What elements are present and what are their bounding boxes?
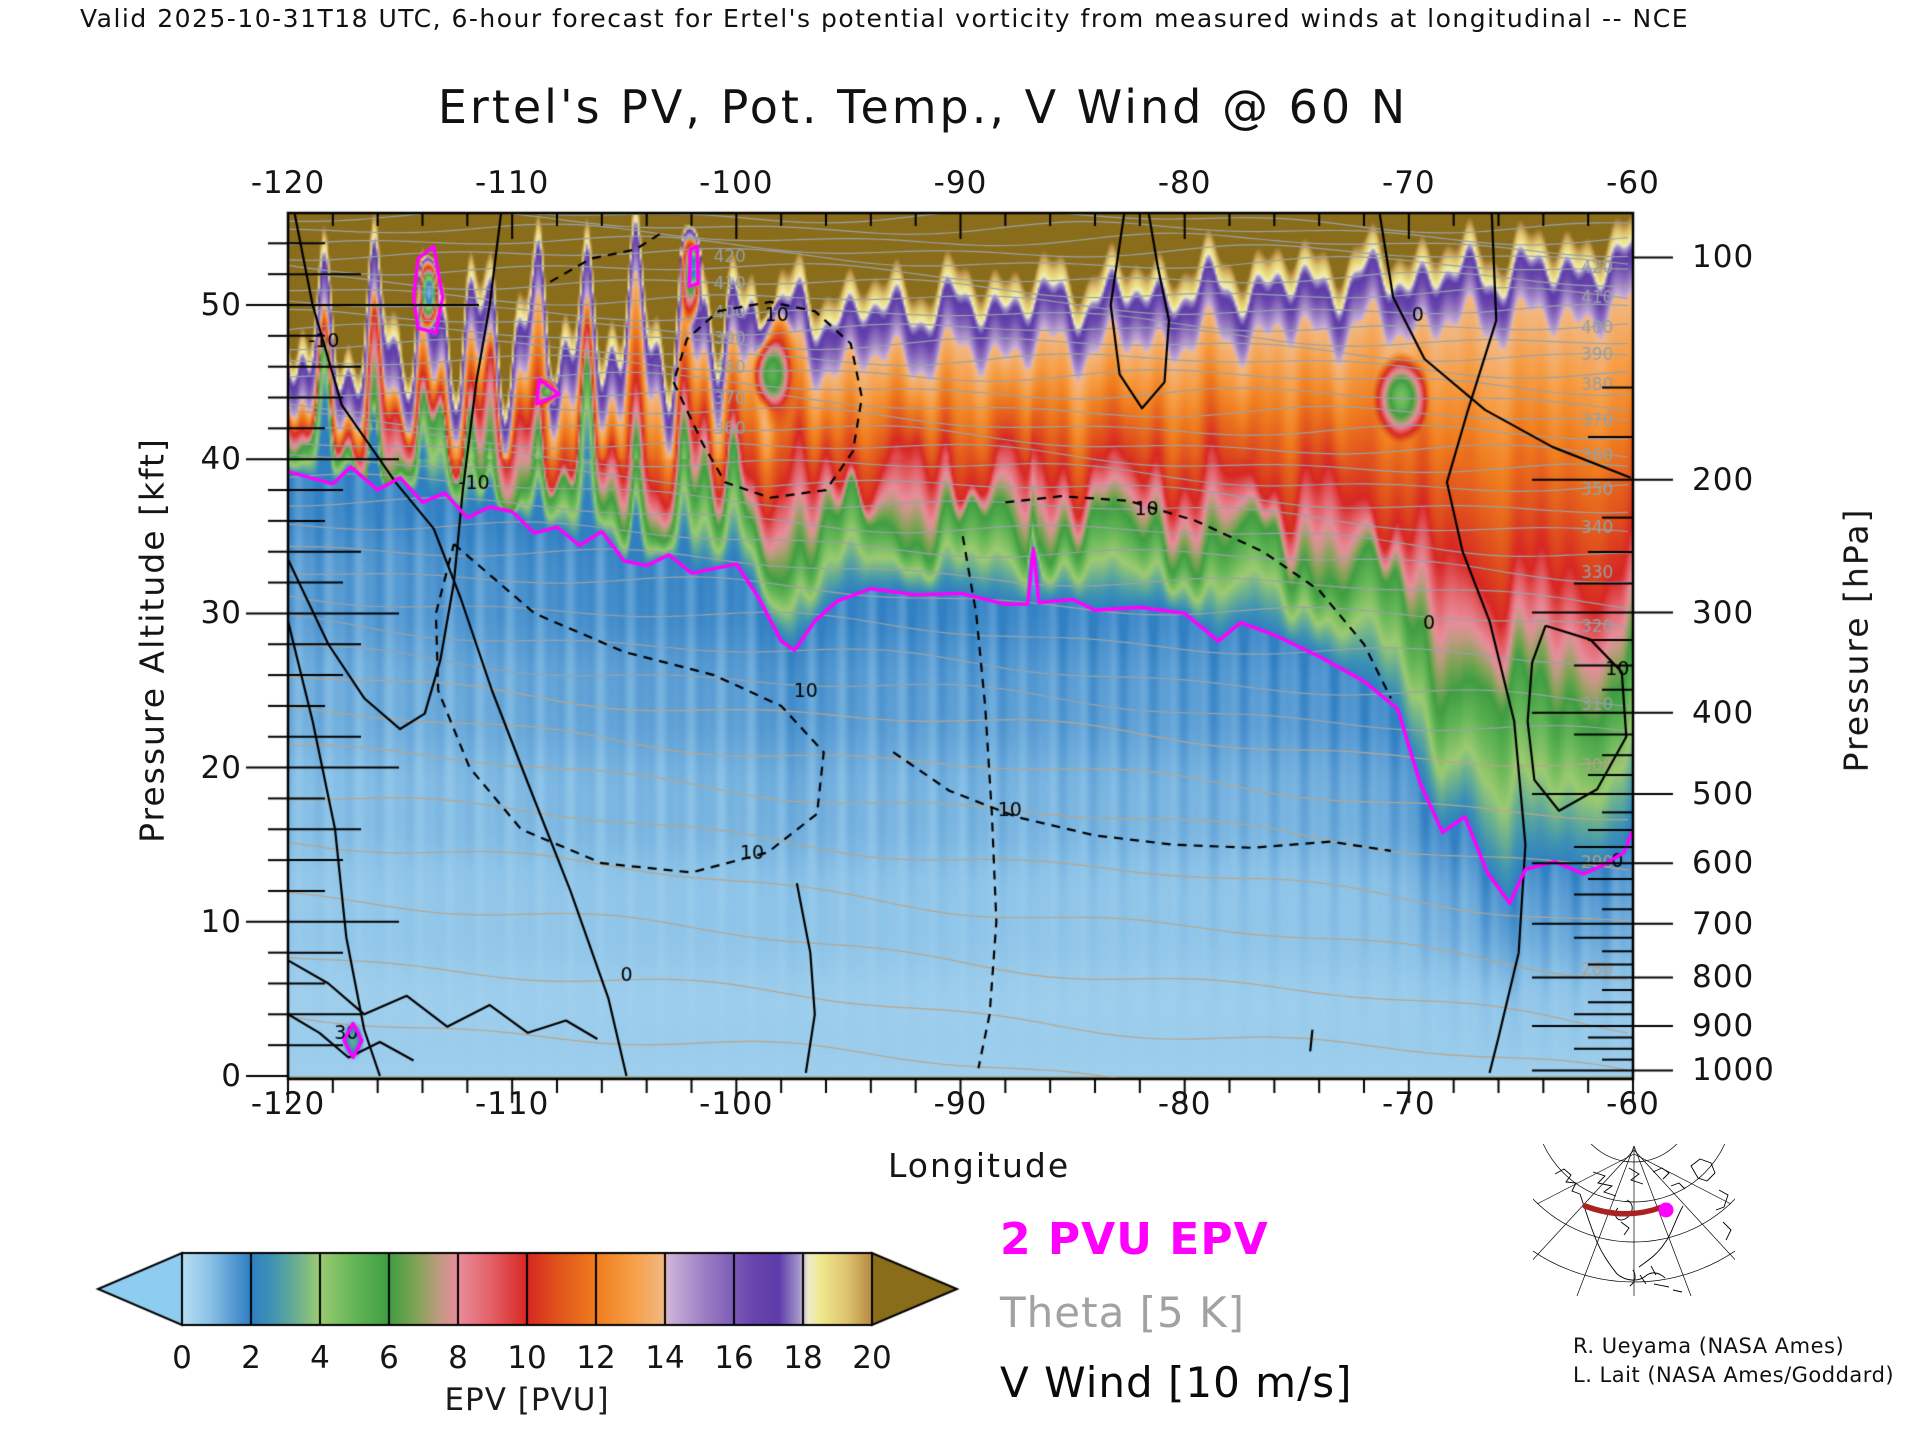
cbar-tick-0: 0 — [172, 1340, 192, 1376]
cbar-tick-2: 2 — [241, 1340, 261, 1376]
x-tick-bottom--80: -80 — [1157, 1086, 1212, 1122]
map-graticule — [1533, 1144, 1735, 1297]
legend-v-wind: V Wind [10 m/s] — [1000, 1358, 1353, 1407]
y-right-axis-title: Pressure [hPa] — [1836, 507, 1876, 773]
hpa-tick-800: 800 — [1692, 959, 1755, 996]
cbar-tick-18: 18 — [783, 1340, 823, 1376]
x-axis-title: Longitude — [888, 1146, 1071, 1185]
cbar-tick-6: 6 — [379, 1340, 399, 1376]
kft-tick-30: 30 — [200, 595, 242, 632]
x-tick-bottom--90: -90 — [933, 1086, 988, 1122]
x-tick-top--80: -80 — [1157, 165, 1212, 201]
hpa-tick-600: 600 — [1692, 845, 1755, 882]
cbar-tick-4: 4 — [310, 1340, 330, 1376]
hpa-tick-400: 400 — [1692, 694, 1755, 731]
valid-time-header: Valid 2025-10-31T18 UTC, 6-hour forecast… — [80, 4, 1689, 33]
x-tick-top--100: -100 — [699, 165, 774, 201]
y-left-axis-title: Pressure Altitude [kft] — [132, 437, 172, 843]
cbar-tick-14: 14 — [645, 1340, 685, 1376]
x-tick-top--120: -120 — [250, 165, 326, 201]
hpa-tick-900: 900 — [1692, 1008, 1755, 1044]
hpa-tick-1000: 1000 — [1692, 1052, 1775, 1089]
x-tick-top--70: -70 — [1382, 165, 1436, 201]
page-title: Ertel's PV, Pot. Temp., V Wind @ 60 N — [437, 80, 1409, 134]
map-coastlines — [1554, 1158, 1732, 1293]
cbar-tick-16: 16 — [714, 1340, 754, 1376]
map-location-dot — [1658, 1202, 1674, 1218]
hpa-tick-200: 200 — [1692, 461, 1755, 498]
colorbar-title: EPV [PVU] — [444, 1382, 610, 1418]
hpa-tick-700: 700 — [1692, 905, 1755, 942]
map-transect-60n-line — [1582, 1203, 1665, 1217]
kft-tick-10: 10 — [200, 903, 242, 940]
location-inset-map — [1533, 1144, 1735, 1297]
hpa-tick-300: 300 — [1692, 594, 1755, 631]
x-tick-bottom--60: -60 — [1606, 1086, 1660, 1122]
x-tick-bottom--100: -100 — [699, 1086, 774, 1122]
x-tick-bottom--70: -70 — [1382, 1086, 1436, 1122]
credit-line-1: R. Ueyama (NASA Ames) — [1573, 1334, 1845, 1358]
cbar-tick-12: 12 — [576, 1340, 616, 1376]
kft-tick-40: 40 — [200, 441, 242, 478]
kft-tick-20: 20 — [200, 749, 242, 786]
cbar-tick-20: 20 — [852, 1340, 892, 1376]
kft-tick-0: 0 — [221, 1058, 242, 1094]
cbar-tick-8: 8 — [448, 1340, 468, 1376]
x-tick-top--60: -60 — [1606, 165, 1660, 201]
x-tick-bottom--120: -120 — [250, 1086, 326, 1122]
credit-line-2: L. Lait (NASA Ames/Goddard) — [1573, 1363, 1895, 1387]
legend-theta: Theta [5 K] — [1000, 1288, 1246, 1337]
hpa-tick-100: 100 — [1692, 239, 1755, 276]
legend-2pvu-epv: 2 PVU EPV — [1000, 1214, 1269, 1265]
x-tick-top--110: -110 — [474, 165, 550, 201]
cbar-tick-10: 10 — [507, 1340, 547, 1376]
x-tick-top--90: -90 — [933, 165, 988, 201]
x-tick-bottom--110: -110 — [474, 1086, 550, 1122]
kft-tick-50: 50 — [200, 287, 242, 323]
hpa-tick-500: 500 — [1692, 776, 1755, 813]
